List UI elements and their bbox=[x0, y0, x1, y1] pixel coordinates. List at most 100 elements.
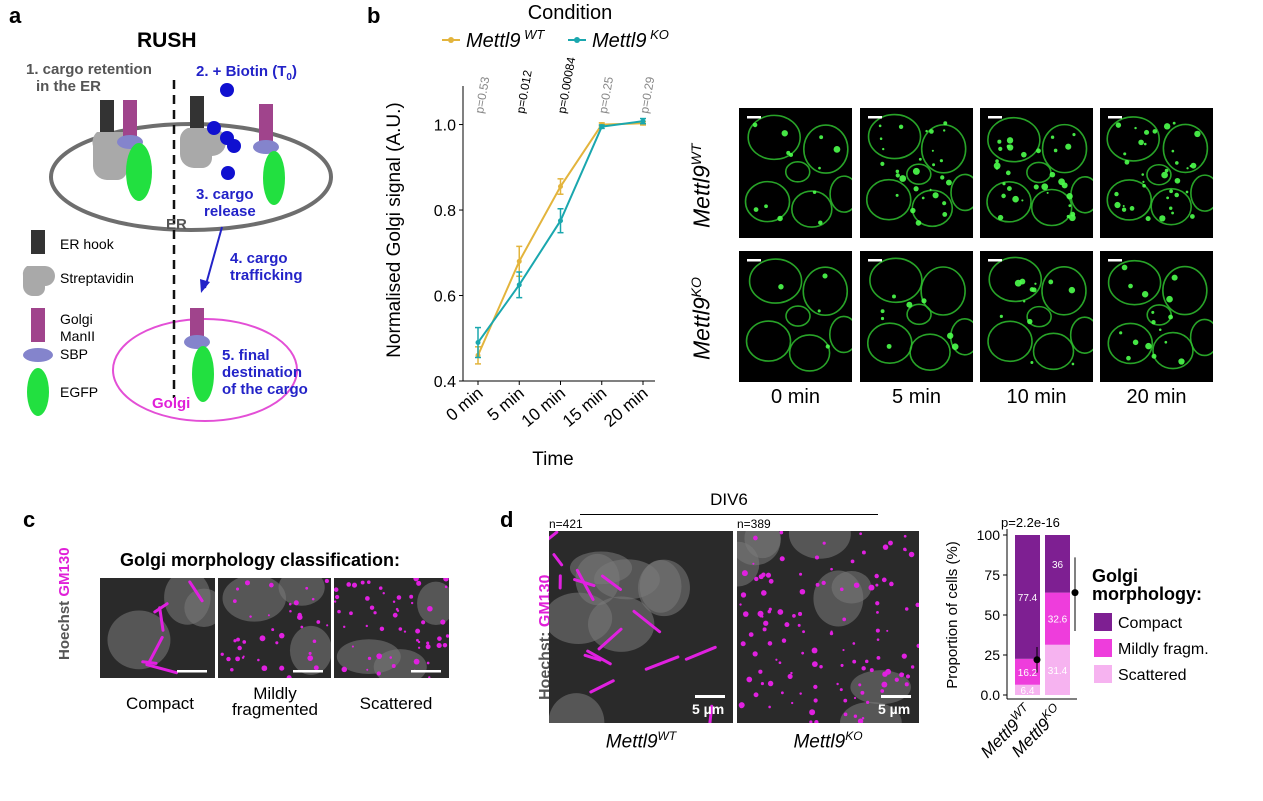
bar-data-label: 32.6 bbox=[1048, 615, 1068, 626]
nucleus bbox=[831, 571, 872, 604]
golgi-fragment bbox=[337, 609, 341, 614]
data-point bbox=[558, 218, 563, 224]
golgi-fragment bbox=[901, 653, 907, 659]
golgi-ribbon bbox=[153, 602, 169, 614]
golgi-fragment bbox=[875, 628, 880, 633]
cell-outline bbox=[906, 303, 932, 326]
golgi-fragment bbox=[910, 665, 915, 669]
rush-image-ko-5min bbox=[860, 251, 973, 382]
golgi-fragment bbox=[425, 644, 431, 650]
col-label-3: 20 min bbox=[1126, 386, 1187, 408]
cell-outline bbox=[745, 320, 792, 362]
pvalue-label: p=0.53 bbox=[472, 75, 492, 114]
golgi-fragment bbox=[286, 675, 292, 678]
legend-manii-icon bbox=[31, 308, 45, 342]
cell-outline bbox=[747, 114, 801, 161]
golgi-puncta bbox=[895, 169, 900, 174]
golgi-fragment bbox=[241, 656, 245, 659]
golgi-puncta bbox=[929, 188, 932, 191]
golgi-puncta bbox=[943, 121, 948, 126]
golgi-fragment bbox=[819, 665, 823, 669]
golgi-fragment bbox=[278, 632, 285, 639]
golgi-puncta bbox=[1065, 143, 1072, 150]
golgi-fragment bbox=[799, 588, 806, 595]
golgi-fragment bbox=[760, 682, 764, 686]
golgi-fragment bbox=[351, 582, 358, 588]
n-label-ko: n=389 bbox=[737, 517, 771, 531]
golgi-fragment bbox=[768, 705, 771, 709]
golgi-puncta bbox=[925, 129, 928, 133]
image-label-ko-name: Mettl9 bbox=[793, 731, 846, 753]
golgi-fragment bbox=[753, 692, 759, 698]
step5-line2: destination bbox=[222, 364, 303, 381]
pvalue-label: p=0.012 bbox=[513, 69, 534, 115]
legend-er-hook-label: ER hook bbox=[60, 236, 114, 252]
golgi-puncta bbox=[1036, 148, 1041, 154]
golgi-fragment bbox=[859, 532, 862, 536]
rush-image-ko-20min bbox=[1100, 251, 1213, 382]
scale-bar bbox=[747, 259, 761, 262]
cell-outline bbox=[1026, 161, 1052, 184]
golgi-puncta bbox=[1021, 199, 1024, 202]
golgi-fragment bbox=[391, 664, 396, 668]
golgi-ribbon bbox=[644, 655, 680, 671]
y-tick-label: 0.6 bbox=[434, 289, 456, 306]
golgi-puncta bbox=[997, 139, 1002, 144]
div6-header: DIV6 bbox=[710, 490, 748, 509]
golgi-puncta bbox=[1058, 178, 1065, 186]
golgi-puncta bbox=[777, 215, 783, 222]
golgi-ribbon bbox=[549, 531, 559, 541]
scale-bar bbox=[747, 116, 761, 119]
cell-outline bbox=[803, 124, 849, 174]
golgi-fragment bbox=[249, 615, 252, 618]
golgi-fragment bbox=[821, 580, 826, 586]
image-label-wt-name: Mettl9 bbox=[605, 731, 658, 753]
golgi-ribbon bbox=[589, 679, 615, 694]
row-label-ko-sup: KO bbox=[688, 277, 704, 298]
legend-title: Condition bbox=[528, 2, 613, 24]
golgi-fragment bbox=[860, 690, 865, 695]
golgi-fragment bbox=[790, 671, 793, 675]
step4-label: 4. cargo trafficking bbox=[230, 250, 303, 284]
golgi-fragment bbox=[813, 698, 818, 703]
step2-label: 2. + Biotin (T0) bbox=[196, 63, 297, 83]
golgi-puncta bbox=[1031, 287, 1037, 293]
golgi-fragment bbox=[757, 610, 764, 617]
golgi-puncta bbox=[1019, 278, 1026, 285]
data-point bbox=[558, 184, 563, 190]
golgi-puncta bbox=[997, 214, 1004, 221]
golgi-fragment bbox=[814, 555, 820, 560]
golgi-puncta bbox=[1046, 191, 1049, 194]
golgi-puncta bbox=[1174, 192, 1179, 198]
golgi-fragment bbox=[267, 614, 270, 617]
golgi-puncta bbox=[995, 159, 999, 163]
golgi-fragment bbox=[908, 551, 915, 558]
label-scattered: Scattered bbox=[336, 695, 456, 712]
step5-line1: 5. final bbox=[222, 347, 270, 364]
golgi-puncta bbox=[1126, 355, 1131, 361]
golgi-fragment bbox=[417, 640, 421, 644]
label-mildly: Mildly fragmented bbox=[215, 685, 335, 718]
golgi-fragment bbox=[811, 647, 818, 654]
golgi-fragment bbox=[297, 614, 303, 620]
golgi-fragment bbox=[868, 584, 875, 591]
golgi-fragment bbox=[869, 668, 874, 673]
cell-outline bbox=[1162, 123, 1209, 174]
golgi-fragment bbox=[416, 580, 422, 586]
golgi-puncta bbox=[913, 186, 919, 192]
golgi-puncta bbox=[1121, 264, 1128, 271]
legend-label-0: Mettl9 WT bbox=[466, 27, 545, 52]
golgi-fragment bbox=[346, 582, 352, 587]
step3-label: 3. cargo release bbox=[196, 186, 256, 220]
golgi-fragment bbox=[313, 665, 319, 671]
golgi-fragment bbox=[376, 653, 383, 660]
golgi-fragment bbox=[442, 642, 448, 648]
golgi-puncta bbox=[1163, 123, 1171, 130]
cell-outline bbox=[1162, 265, 1208, 316]
cell-outline bbox=[791, 190, 833, 228]
golgi-ribbon bbox=[146, 635, 164, 666]
golgi-fragment bbox=[916, 643, 919, 648]
golgi-fragment bbox=[413, 658, 420, 665]
golgi-fragment bbox=[768, 578, 774, 584]
cell-outline bbox=[987, 116, 1041, 163]
